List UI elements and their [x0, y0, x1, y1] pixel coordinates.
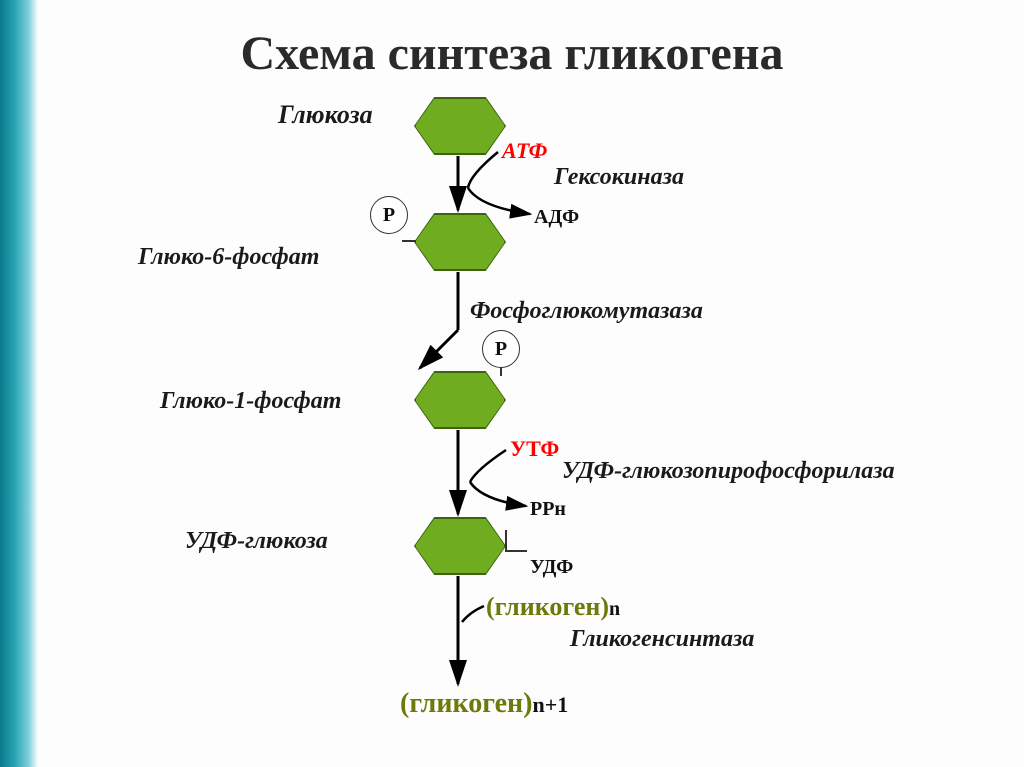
label-udpg: УДФ-глюкоза: [185, 528, 328, 555]
enzyme-phosphoglucomutase: Фосфоглюкомутазаза: [470, 298, 703, 325]
label-glucose: Глюкоза: [278, 100, 373, 130]
p-stem1-udpg: [505, 530, 507, 552]
page-title: Схема синтеза гликогена: [0, 26, 1024, 81]
p-circle-g1p: Р: [482, 330, 520, 368]
glycogen-n-prefix: (гликоген): [486, 592, 609, 621]
cofactor-adp: АДФ: [534, 206, 579, 229]
p-label-g6p: Р: [383, 204, 395, 227]
enzyme-glycogen-synthase: Гликогенсинтаза: [570, 626, 754, 653]
cofactor-udp: УДФ: [530, 556, 573, 579]
enzyme-hexokinase: Гексокиназа: [554, 164, 684, 191]
left-accent-bar: [0, 0, 38, 767]
title-text: Схема синтеза гликогена: [240, 27, 783, 80]
glycogen-n-suffix: n: [609, 598, 620, 620]
glycogen-n1-suffix: n+1: [532, 692, 568, 717]
cofactor-utp: УТФ: [510, 436, 559, 462]
p-circle-g6p: Р: [370, 196, 408, 234]
glycogen-n1-prefix: (гликоген): [400, 688, 532, 719]
cofactor-ppi: РРн: [530, 498, 566, 521]
label-g6p: Глюко-6-фосфат: [138, 244, 319, 271]
arrows-layer: [0, 0, 1024, 767]
enzyme-udp-pyrophosphorylase: УДФ-глюкозопирофосфорилаза: [562, 458, 895, 485]
cofactor-atp: АТФ: [502, 138, 547, 164]
p-stem-g6p: [402, 240, 416, 242]
label-g1p: Глюко-1-фосфат: [160, 388, 341, 415]
label-glycogen-n1: (гликоген)n+1: [400, 688, 568, 720]
label-glycogen-n: (гликоген)n: [486, 592, 620, 622]
p-label-g1p: Р: [495, 338, 507, 361]
p-stem2-udpg: [505, 550, 527, 552]
